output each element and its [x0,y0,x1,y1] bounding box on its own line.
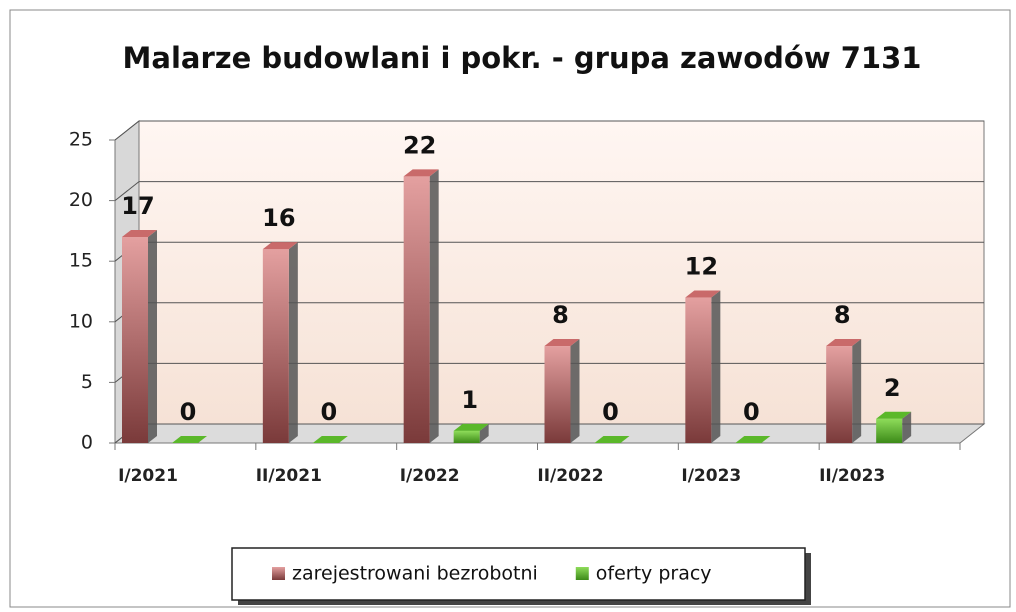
bar-front [262,249,289,443]
bar-top [122,229,157,237]
x-tick-label: II/2021 [256,466,322,486]
data-label: 0 [180,398,197,426]
data-label: 8 [834,301,851,329]
bar-side [570,339,580,443]
bar-front [403,176,430,444]
y-tick-label: 5 [81,371,93,393]
legend-swatch [575,567,589,580]
bar-top [544,339,580,347]
x-tick-label: I/2023 [681,466,741,486]
bar-top [453,423,489,431]
bar-front [122,236,148,443]
data-label: 12 [685,253,718,281]
bar-top [172,436,207,443]
data-label: 0 [320,398,337,426]
data-label: 0 [743,398,760,426]
y-tick-label: 20 [69,189,93,211]
x-tick-label: I/2021 [118,466,178,486]
legend-label: oferty pracy [596,563,712,585]
bar [735,436,771,443]
grid-line [114,181,984,201]
data-label: 16 [262,204,295,232]
x-tick-label: II/2023 [819,466,885,486]
bar [312,436,348,443]
bar [685,290,721,443]
bar-top [594,436,630,443]
legend-label: zarejestrowani bezrobotni [292,563,538,585]
bar [172,436,207,443]
legend [231,547,806,601]
bar-front [685,297,712,443]
bar-side [852,339,862,443]
bar-front [826,346,853,443]
bar-top [685,290,721,298]
bar-top [876,411,912,419]
bar-front [453,430,480,443]
bar [594,436,630,443]
y-tick-label: 10 [69,310,93,332]
bar-side [902,411,912,443]
bar-side [479,423,489,443]
bar-front [876,418,903,443]
x-tick-label: I/2022 [400,466,460,486]
y-tick-label: 25 [69,129,93,151]
bar [453,423,489,443]
data-label: 0 [602,398,619,426]
bar-side [429,169,439,444]
chart-title: Malarze budowlani i pokr. - grupa zawodó… [123,41,922,75]
bar [262,242,298,443]
x-tick-label: II/2022 [537,466,603,486]
data-label: 8 [552,301,569,329]
data-label: 2 [884,374,901,402]
data-label: 17 [121,192,154,220]
bar-top [735,436,771,443]
bar [826,339,862,443]
bar [544,339,580,443]
bar-side [711,290,721,443]
bar-top [826,339,862,347]
bar-side [148,229,157,443]
bar-front [544,346,571,443]
bar-side [288,242,298,443]
grid-line [114,120,984,141]
bar [876,411,912,443]
legend-swatch [272,567,285,580]
bar [403,169,439,444]
bar-top [312,436,348,443]
y-tick-label: 15 [69,250,93,272]
y-tick-label: 0 [81,432,93,454]
data-label: 1 [461,386,478,414]
bar-top [262,242,298,250]
bar-top [403,169,439,177]
bar [122,229,157,443]
data-label: 22 [403,131,436,159]
